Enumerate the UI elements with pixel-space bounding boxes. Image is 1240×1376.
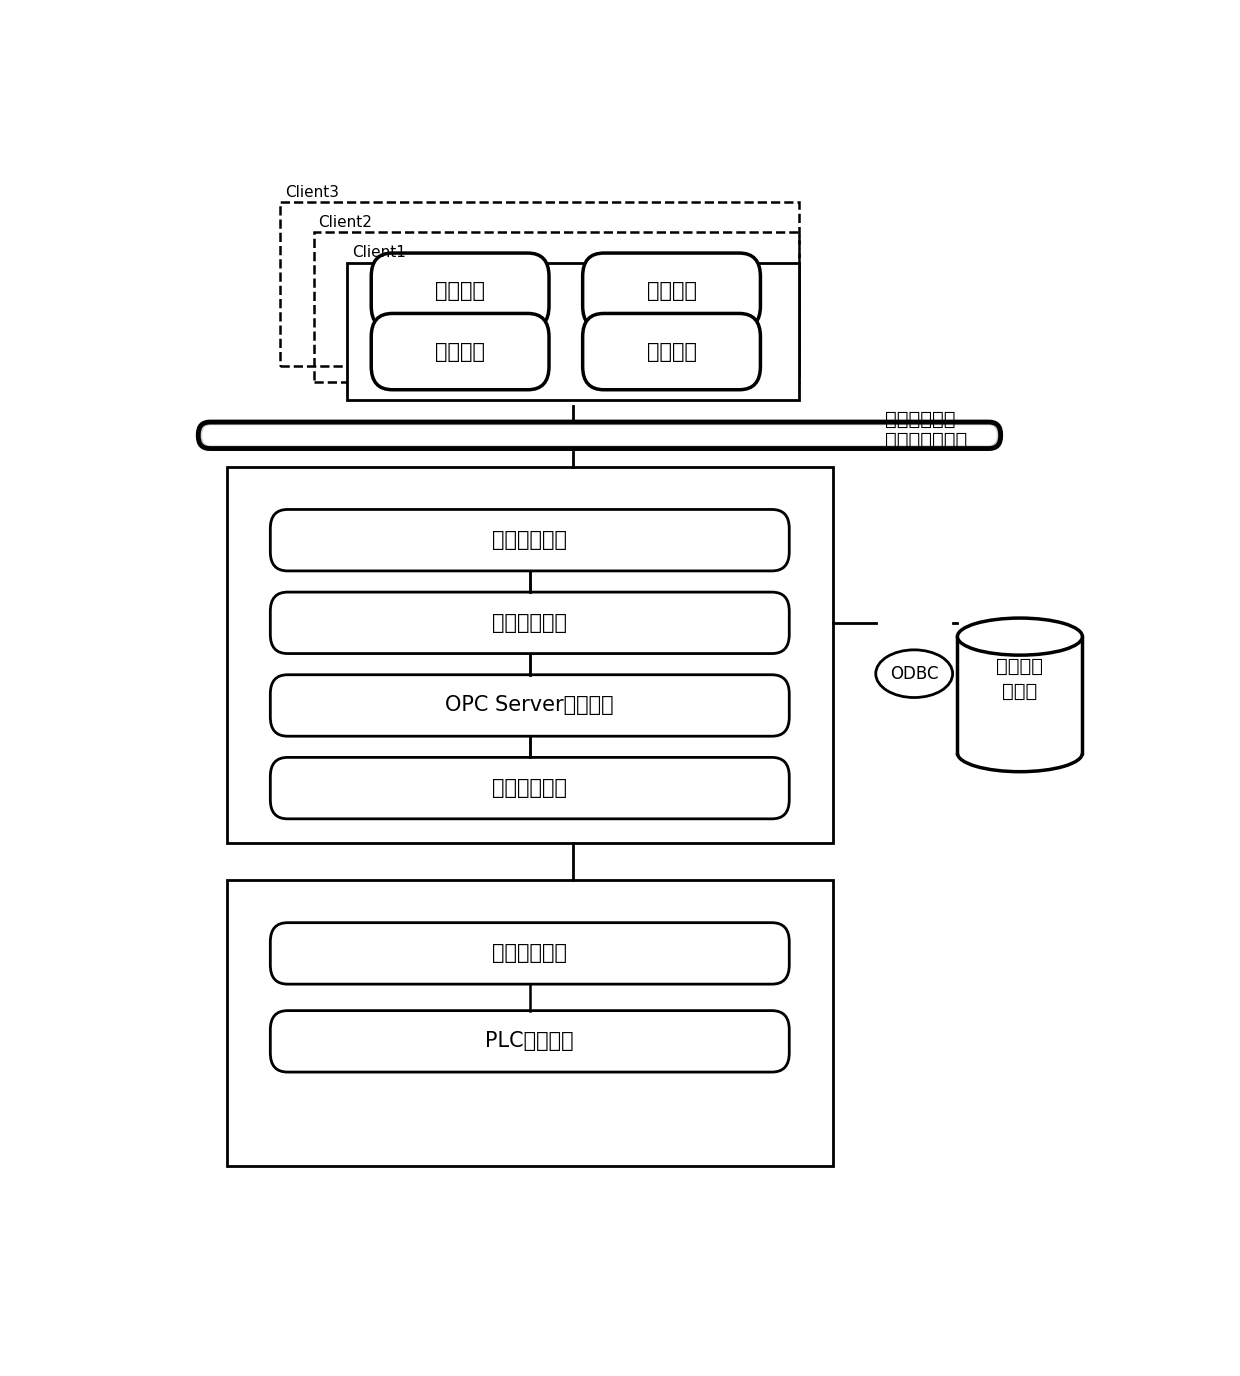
Text: Client2: Client2 [319,215,372,230]
Bar [314,233,799,383]
Text: Client1: Client1 [352,245,405,260]
FancyBboxPatch shape [371,314,549,389]
Bar [280,202,799,366]
Text: 通讯驱动接口: 通讯驱动接口 [492,944,567,963]
Text: 操作界面: 操作界面 [435,281,485,301]
Bar [347,263,799,400]
FancyBboxPatch shape [583,253,760,329]
FancyBboxPatch shape [270,923,789,984]
FancyBboxPatch shape [198,422,1001,449]
FancyBboxPatch shape [583,314,760,389]
FancyBboxPatch shape [270,509,789,571]
Ellipse shape [875,649,952,698]
FancyBboxPatch shape [270,674,789,736]
Text: 加速器局域网: 加速器局域网 [885,410,956,429]
Text: Client3: Client3 [285,186,339,200]
Text: OPC Server管理程序: OPC Server管理程序 [445,695,614,716]
Text: （高速以太网）: （高速以太网） [885,431,967,450]
Ellipse shape [957,618,1083,655]
Text: ODBC: ODBC [890,665,939,682]
Text: PLC控制程序: PLC控制程序 [486,1032,574,1051]
Bar [957,637,1083,753]
Text: 报表查询: 报表查询 [646,341,697,362]
Text: 实时事件管理: 实时事件管理 [492,612,567,633]
Text: 通讯驱动接口: 通讯驱动接口 [492,777,567,798]
FancyBboxPatch shape [270,592,789,654]
Text: 报警处理: 报警处理 [646,281,697,301]
Text: 配置管理程序: 配置管理程序 [492,530,567,550]
Bar [227,881,832,1167]
FancyBboxPatch shape [270,757,789,819]
Text: 外部关系
数据库: 外部关系 数据库 [997,656,1043,700]
FancyBboxPatch shape [270,1010,789,1072]
Bar [227,466,832,843]
FancyBboxPatch shape [202,425,997,446]
Text: 数据记录: 数据记录 [435,341,485,362]
FancyBboxPatch shape [371,253,549,329]
